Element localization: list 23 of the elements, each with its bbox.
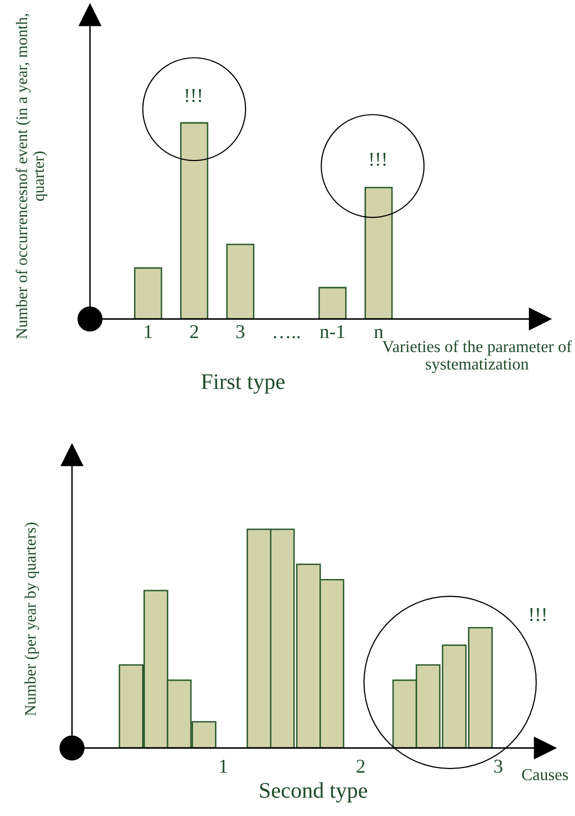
x-tick-label: n [374, 328, 384, 338]
bar [318, 286, 347, 319]
bar [134, 267, 162, 319]
bar [226, 244, 254, 319]
x-tick-label: ….. [274, 336, 300, 338]
x-tick-label: 2 [190, 325, 198, 338]
x-axis-title: Varieties of the parameter of systematization [382, 340, 572, 374]
x-tick-label: 2 [356, 760, 365, 773]
x-tick-label: 3 [236, 325, 244, 338]
annotation: !!! [370, 152, 386, 166]
x-tick-label: 3 [494, 760, 502, 773]
text: !!! [186, 89, 202, 102]
x-tick-label: 1 [220, 760, 227, 773]
bar [364, 186, 393, 319]
x-tick-label: 1 [144, 325, 152, 338]
text: First type [201, 374, 285, 394]
y-axis-title: Number of occurrencesnof event (in a year, month, quarter) [16, 14, 48, 339]
x-axis-title: Causes [522, 769, 568, 780]
bar [180, 122, 208, 319]
annotation: !!! [530, 608, 546, 622]
text: Second type [260, 782, 368, 803]
x-tick-label: n-1 [320, 325, 344, 338]
y-axis-title: Number (per year by quarters) [24, 522, 40, 716]
